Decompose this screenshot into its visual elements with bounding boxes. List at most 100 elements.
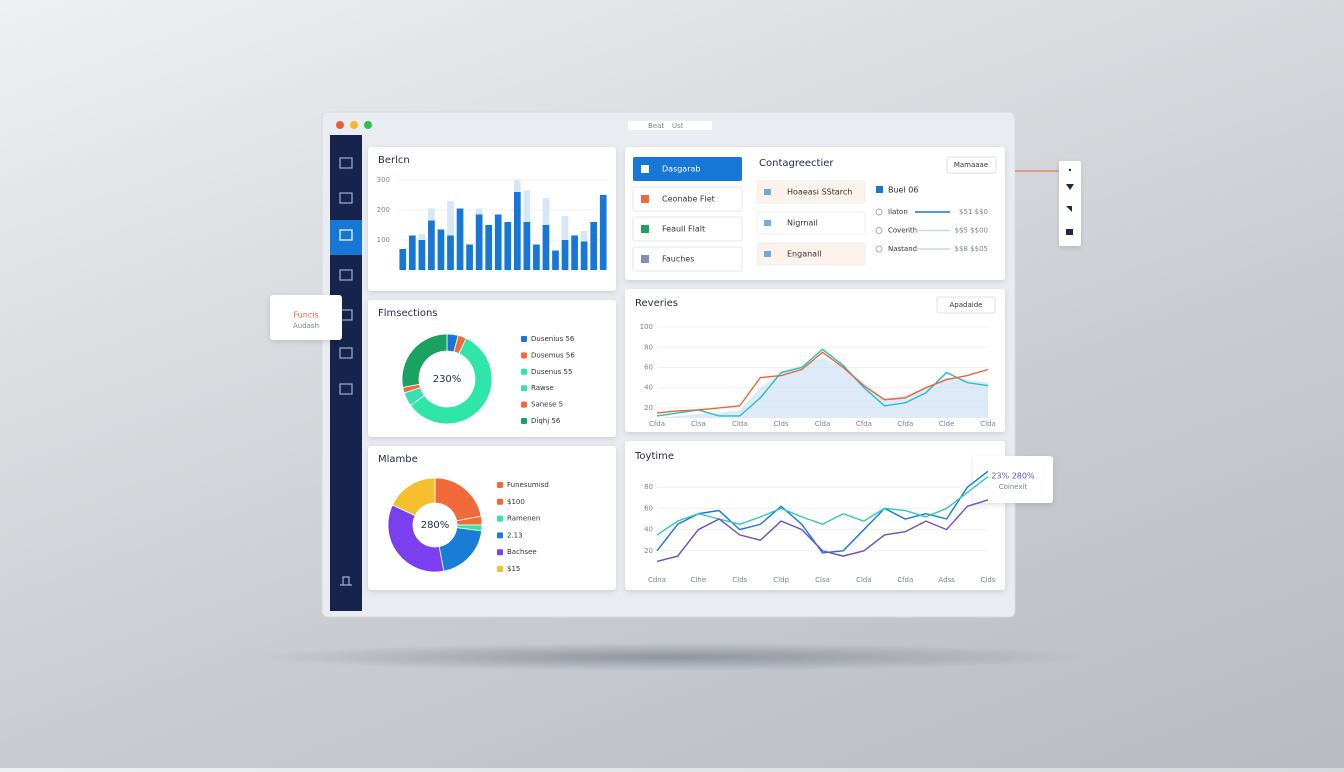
x-tick-label: Clhe bbox=[691, 576, 707, 584]
list-label[interactable]: Hoaeasi SStarch bbox=[787, 188, 852, 197]
nav-label[interactable]: Ceonabe Flet bbox=[662, 195, 715, 204]
legend-swatch bbox=[497, 549, 503, 556]
donut-slice bbox=[387, 504, 445, 573]
legend-label: Diqhj 56 bbox=[531, 417, 561, 425]
legend-label: Dusenius 56 bbox=[531, 335, 575, 343]
nav-item[interactable] bbox=[632, 216, 743, 242]
legend-label: Dusenus 55 bbox=[531, 368, 572, 376]
bar bbox=[475, 214, 483, 270]
bar bbox=[428, 220, 435, 270]
bar bbox=[552, 250, 559, 270]
stats-value: $$8 $$05 bbox=[955, 245, 988, 253]
bar bbox=[399, 249, 407, 270]
close[interactable] bbox=[336, 121, 344, 129]
panel-title: Reveries bbox=[635, 298, 678, 309]
nav-item[interactable] bbox=[633, 157, 742, 181]
legend-swatch bbox=[521, 418, 527, 424]
bar bbox=[418, 240, 426, 270]
list-item[interactable] bbox=[756, 211, 866, 235]
x-tick-label: Cldp bbox=[773, 576, 789, 584]
legend-label: Ramenen bbox=[507, 515, 540, 523]
x-tick-label: Clda bbox=[856, 576, 872, 584]
x-tick-label: Clde bbox=[939, 420, 955, 428]
x-tick-label: Clsa bbox=[691, 420, 706, 428]
nav-icon bbox=[641, 195, 649, 203]
tooltip-title: 23% 280% bbox=[991, 472, 1035, 481]
bar bbox=[523, 222, 531, 270]
panel-title: Toytime bbox=[634, 451, 674, 462]
nav-icon bbox=[641, 165, 649, 173]
tab: Ust bbox=[672, 122, 684, 130]
legend-label: 2.13 bbox=[507, 531, 523, 539]
bar bbox=[504, 222, 512, 270]
button-label[interactable]: Apadaide bbox=[950, 301, 983, 309]
y-tick-label: 80 bbox=[644, 483, 653, 491]
list-item[interactable] bbox=[756, 180, 866, 204]
list-label[interactable]: Enganall bbox=[787, 250, 822, 259]
stats-dot bbox=[875, 227, 883, 234]
legend-label: Rawse bbox=[531, 384, 554, 392]
line bbox=[656, 348, 989, 417]
nav-label[interactable]: Dasgarab bbox=[662, 165, 700, 174]
legend-swatch bbox=[521, 336, 527, 342]
bar bbox=[513, 192, 521, 270]
panel-title: Mlambe bbox=[378, 454, 418, 465]
donut-slice bbox=[391, 477, 436, 517]
x-tick-label: Cfda bbox=[649, 420, 665, 428]
min[interactable] bbox=[350, 121, 358, 129]
sidebar-active[interactable] bbox=[330, 220, 362, 255]
address-bar[interactable] bbox=[628, 121, 712, 130]
donut-center: 230% bbox=[433, 374, 462, 385]
x-tick-label: Clda bbox=[815, 420, 831, 428]
button[interactable] bbox=[946, 156, 997, 174]
max[interactable] bbox=[364, 121, 372, 129]
tab: Beat bbox=[648, 122, 664, 130]
legend-swatch bbox=[497, 532, 503, 539]
toolbar-icons[interactable] bbox=[1066, 168, 1074, 235]
y-tick-label: 80 bbox=[644, 343, 653, 351]
list-item[interactable] bbox=[756, 242, 866, 266]
y-tick-label: 60 bbox=[644, 363, 653, 371]
x-tick-label: Clds bbox=[732, 576, 747, 584]
float-title: Funcis bbox=[293, 311, 318, 320]
line bbox=[656, 351, 989, 414]
stats-dot bbox=[875, 208, 883, 216]
list-label[interactable]: Nigrnail bbox=[787, 219, 818, 228]
donut-center: 280% bbox=[421, 520, 450, 531]
list-icon bbox=[764, 189, 771, 195]
x-tick-label: Clda bbox=[732, 420, 748, 428]
y-tick-label: 40 bbox=[644, 526, 653, 534]
bar bbox=[542, 225, 550, 270]
y-tick-label: 40 bbox=[644, 384, 653, 392]
nav-item[interactable] bbox=[632, 186, 743, 212]
y-tick-label: 100 bbox=[377, 236, 390, 244]
legend-swatch bbox=[497, 566, 503, 572]
y-tick-label: 60 bbox=[644, 504, 653, 512]
legend-swatch bbox=[521, 352, 527, 359]
bar bbox=[533, 244, 540, 270]
y-tick-label: 200 bbox=[377, 206, 390, 214]
legend-label: $15 bbox=[507, 565, 520, 573]
nav-item[interactable] bbox=[632, 246, 743, 272]
x-tick-label: Clda bbox=[980, 420, 996, 428]
button-label[interactable]: Mamaaae bbox=[954, 161, 988, 169]
legend-label: Dusemus 56 bbox=[531, 351, 575, 359]
button[interactable] bbox=[936, 296, 996, 314]
legend-swatch bbox=[521, 368, 527, 375]
bar bbox=[437, 229, 445, 270]
legend-swatch bbox=[521, 401, 527, 408]
nav-label[interactable]: Fauches bbox=[662, 255, 694, 264]
x-tick-label: Clsa bbox=[815, 576, 830, 584]
sidebar bbox=[330, 135, 362, 611]
bar bbox=[580, 241, 588, 270]
list-icon bbox=[764, 220, 771, 226]
legend-label: Sanese 5 bbox=[531, 401, 563, 409]
nav-label[interactable]: Feaull Flalt bbox=[662, 225, 705, 234]
x-tick-label: Cfda bbox=[856, 420, 872, 428]
legend-label: Funesumisd bbox=[507, 481, 549, 489]
side-toolbar bbox=[1059, 161, 1081, 246]
panel-title: Contagreectier bbox=[759, 158, 834, 169]
legend-label: Bachsee bbox=[507, 548, 537, 556]
legend-swatch bbox=[497, 482, 503, 488]
